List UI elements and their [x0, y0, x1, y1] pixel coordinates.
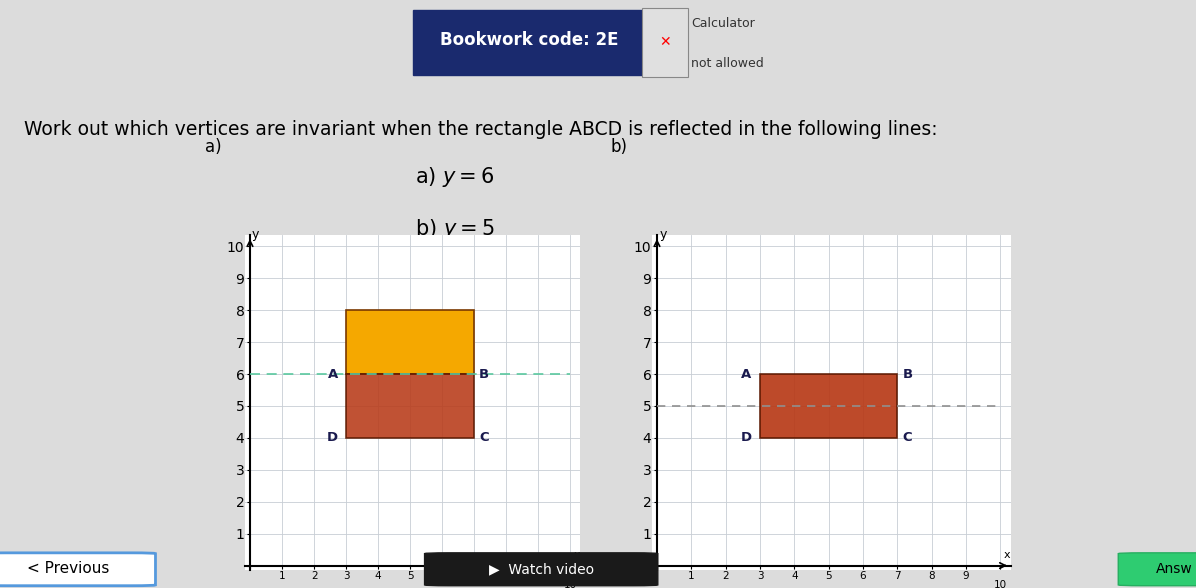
Text: y: y	[659, 228, 667, 240]
Text: not allowed: not allowed	[691, 57, 764, 70]
Text: B: B	[903, 368, 913, 380]
Text: x: x	[574, 550, 580, 560]
Text: C: C	[903, 432, 913, 445]
Text: 10: 10	[563, 580, 576, 588]
Text: D: D	[740, 432, 751, 445]
Text: 10: 10	[994, 580, 1007, 588]
Bar	[346, 310, 475, 374]
FancyBboxPatch shape	[642, 8, 688, 77]
FancyBboxPatch shape	[1118, 553, 1196, 586]
Text: ▶  Watch video: ▶ Watch video	[489, 562, 594, 576]
Text: a): a)	[205, 138, 221, 156]
FancyBboxPatch shape	[413, 9, 646, 75]
Text: Calculator: Calculator	[691, 17, 755, 30]
Text: x: x	[1003, 550, 1011, 560]
Text: B: B	[480, 368, 489, 380]
Text: b) $y = 5$: b) $y = 5$	[415, 217, 494, 240]
Text: Work out which vertices are invariant when the rectangle ABCD is reflected in th: Work out which vertices are invariant wh…	[24, 119, 938, 139]
FancyBboxPatch shape	[425, 553, 658, 586]
Text: y: y	[252, 228, 260, 240]
FancyBboxPatch shape	[0, 553, 155, 586]
Bar	[759, 374, 897, 438]
Text: A: A	[328, 368, 338, 380]
Text: Answ: Answ	[1157, 562, 1192, 576]
Text: ✕: ✕	[659, 35, 671, 49]
Text: < Previous: < Previous	[28, 562, 109, 576]
Text: Bookwork code: 2E: Bookwork code: 2E	[440, 31, 618, 49]
Text: b): b)	[611, 138, 628, 156]
Text: C: C	[480, 432, 489, 445]
Text: D: D	[327, 432, 338, 445]
Text: a) $y = 6$: a) $y = 6$	[415, 165, 494, 189]
Bar	[346, 374, 475, 438]
Text: A: A	[742, 368, 751, 380]
